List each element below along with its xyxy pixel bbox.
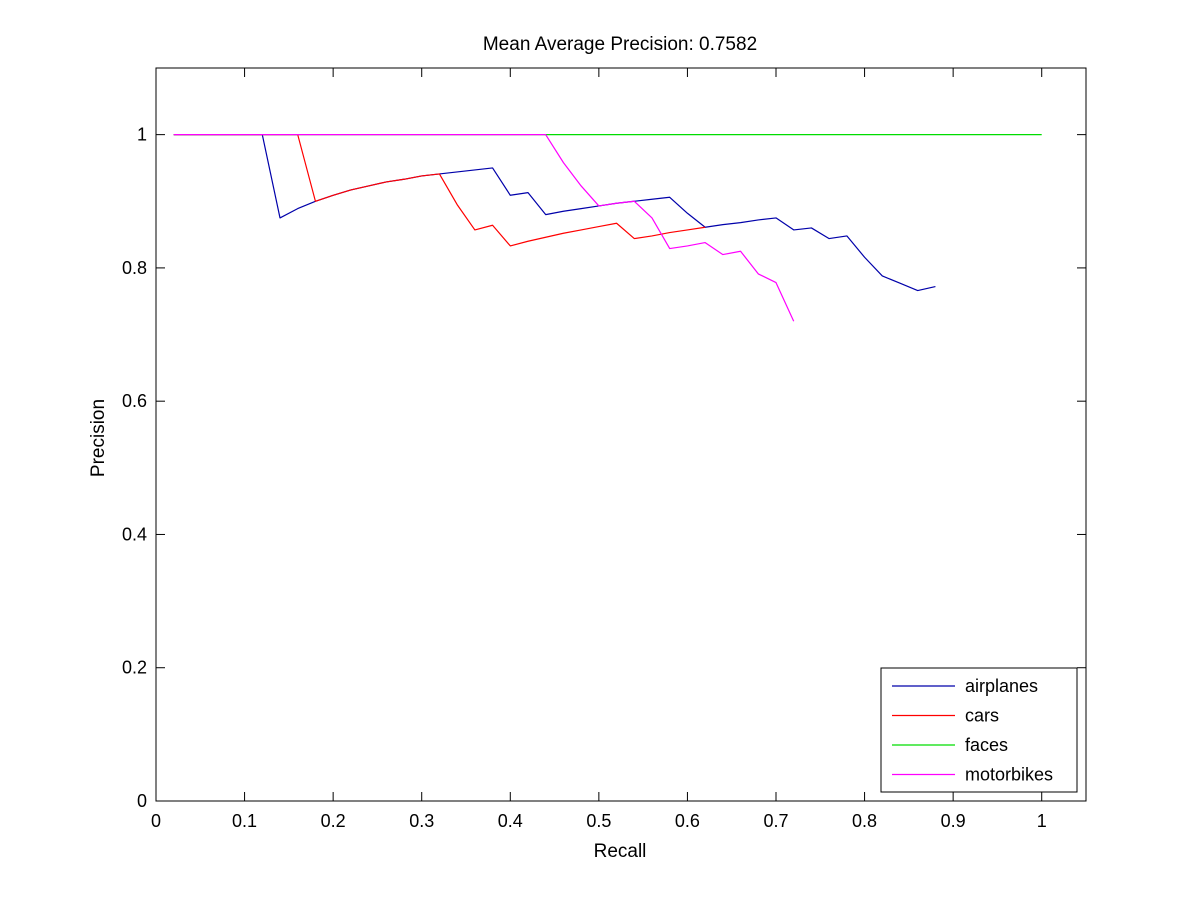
x-tick-label: 0.6 [675, 811, 700, 831]
y-axis-label: Precision [88, 399, 109, 477]
y-tick-label: 1 [137, 125, 147, 145]
x-tick-label: 0.1 [232, 811, 257, 831]
x-tick-label: 0.9 [941, 811, 966, 831]
y-tick-label: 0.2 [122, 658, 147, 678]
x-tick-label: 0.7 [763, 811, 788, 831]
series-line-motorbikes [173, 134, 795, 322]
x-tick-label: 0.5 [586, 811, 611, 831]
x-tick-label: 0.2 [321, 811, 346, 831]
x-axis-label: Recall [594, 841, 647, 862]
x-tick-label: 0.8 [852, 811, 877, 831]
x-tick-label: 0.3 [409, 811, 434, 831]
y-tick-label: 0 [137, 791, 147, 811]
legend: airplanes cars faces motorbikes [880, 667, 1078, 793]
x-tick-label: 0 [151, 811, 161, 831]
legend-box [880, 667, 1078, 793]
y-axis-ticks: 0 0.2 0.4 0.6 0.8 1 [122, 125, 1086, 811]
x-tick-label: 1 [1037, 811, 1047, 831]
x-axis-ticks: 0 0.1 0.2 0.3 0.4 0.5 0.6 0.7 0.8 0.9 1 [151, 68, 1047, 831]
chart-title: Mean Average Precision: 0.7582 [483, 34, 757, 55]
legend-label-airplanes: airplanes [965, 676, 1038, 696]
y-tick-label: 0.4 [122, 524, 147, 544]
series-lines [173, 134, 1042, 322]
legend-label-cars: cars [965, 706, 999, 726]
y-tick-label: 0.6 [122, 391, 147, 411]
y-tick-label: 0.8 [122, 258, 147, 278]
x-tick-label: 0.4 [498, 811, 523, 831]
series-line-cars [173, 134, 706, 247]
legend-label-faces: faces [965, 735, 1008, 755]
legend-label-motorbikes: motorbikes [965, 765, 1053, 785]
